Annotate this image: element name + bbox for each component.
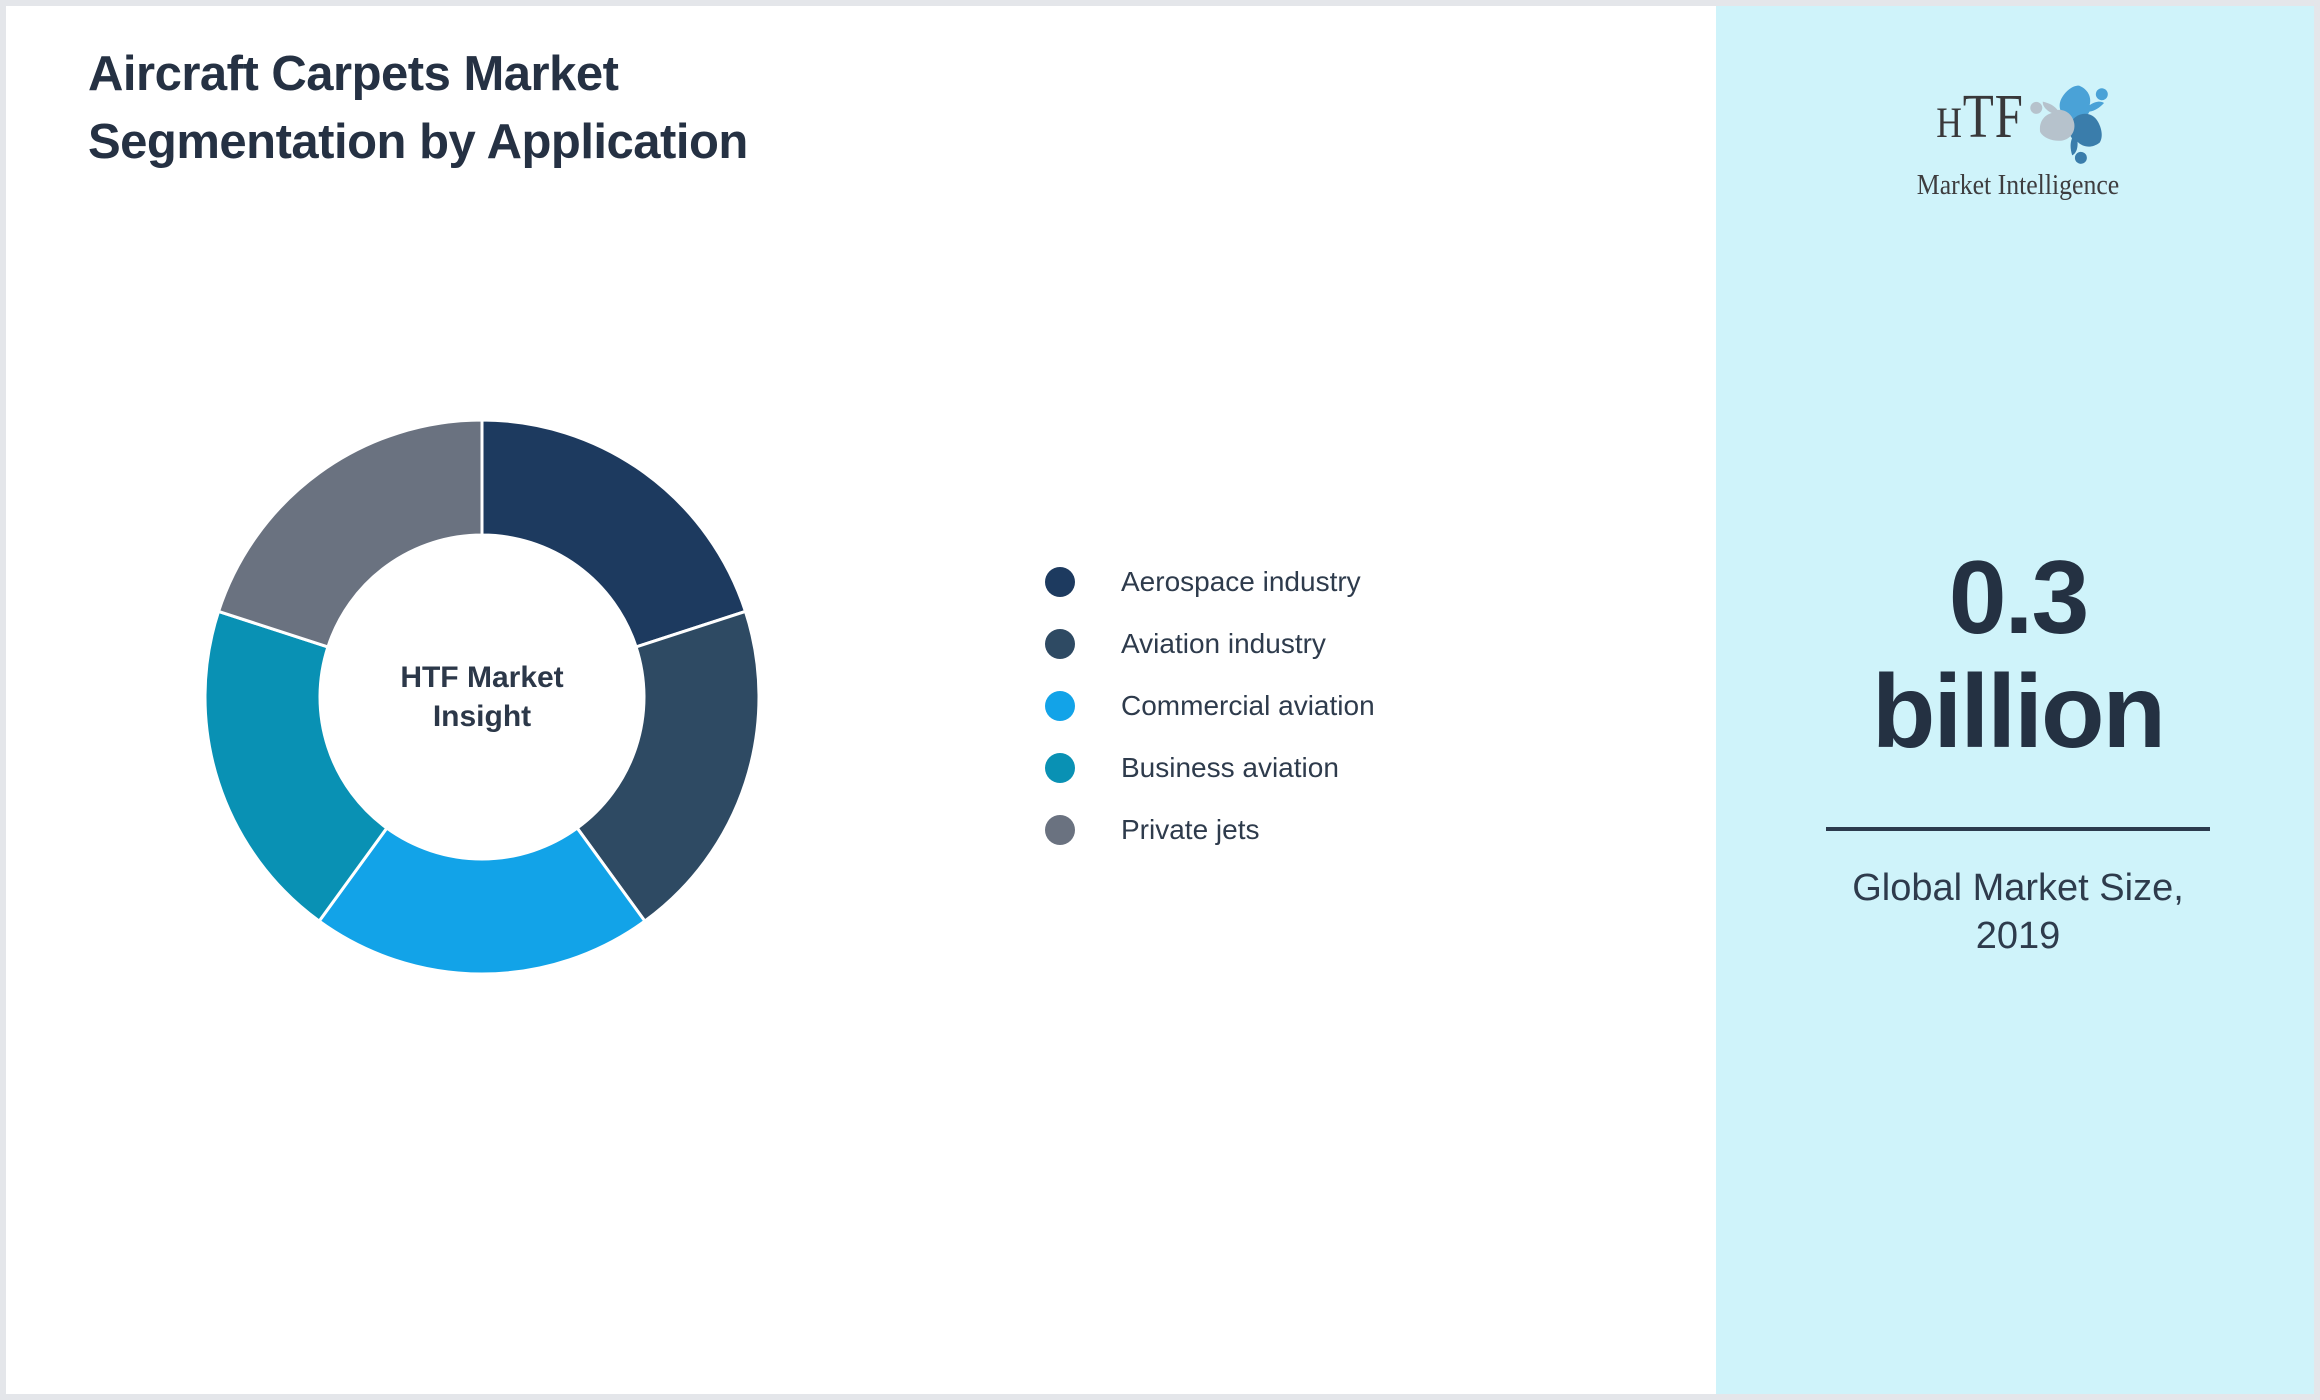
donut-center-label: HTF Market Insight bbox=[322, 658, 642, 736]
donut-slice-commercial-aviation bbox=[317, 825, 647, 976]
market-size-value: 0.3 billion bbox=[1716, 541, 2320, 769]
legend-label: Aerospace industry bbox=[1121, 566, 1361, 597]
legend-item: Private jets bbox=[1045, 814, 1375, 845]
market-size-number: 0.3 bbox=[1948, 540, 2090, 656]
legend-item: Commercial aviation bbox=[1045, 690, 1375, 721]
legend-label: Private jets bbox=[1121, 814, 1260, 845]
donut-slice-private-jets bbox=[216, 418, 484, 649]
legend-color-dot bbox=[1045, 753, 1075, 783]
divider-line bbox=[1826, 827, 2210, 831]
legend-item: Aviation industry bbox=[1045, 628, 1375, 659]
page-title-line1: Aircraft Carpets Market bbox=[88, 47, 619, 101]
legend-item: Business aviation bbox=[1045, 752, 1375, 783]
page-title: Aircraft Carpets Market Segmentation by A… bbox=[88, 40, 748, 176]
donut-slice-aerospace-industry bbox=[480, 418, 748, 649]
logo-swirl-icon bbox=[2030, 85, 2109, 164]
logo-text: HTF bbox=[1935, 83, 2024, 151]
sidebar: HTF bbox=[1716, 0, 2320, 1400]
logo-subtext: Market Intelligence bbox=[1916, 170, 2120, 201]
donut-center-label-line1: HTF Market bbox=[400, 661, 564, 694]
caption-line2: 2019 bbox=[1975, 915, 2061, 957]
donut-slice-aviation-industry bbox=[575, 609, 761, 924]
legend-label: Commercial aviation bbox=[1121, 690, 1375, 721]
market-size-unit: billion bbox=[1871, 654, 2166, 770]
chart-legend: Aerospace industry Aviation industry Com… bbox=[1045, 566, 1375, 877]
htf-logo-row: HTF bbox=[1917, 70, 2120, 170]
donut-chart: HTF Market Insight bbox=[202, 417, 762, 977]
legend-color-dot bbox=[1045, 567, 1075, 597]
legend-color-dot bbox=[1045, 691, 1075, 721]
htf-logo: HTF bbox=[1716, 70, 2320, 202]
page-title-line2: Segmentation by Application bbox=[88, 115, 748, 169]
legend-color-dot bbox=[1045, 629, 1075, 659]
caption-line1: Global Market Size, bbox=[1852, 867, 2184, 909]
legend-label: Aviation industry bbox=[1121, 628, 1326, 659]
market-size-caption: Global Market Size, 2019 bbox=[1716, 864, 2320, 960]
legend-color-dot bbox=[1045, 815, 1075, 845]
legend-item: Aerospace industry bbox=[1045, 566, 1375, 597]
donut-chart-svg bbox=[203, 418, 761, 976]
swirl-figure-steel bbox=[2069, 113, 2103, 164]
donut-slice-business-aviation bbox=[203, 609, 389, 924]
legend-label: Business aviation bbox=[1121, 752, 1339, 783]
swirl-figure-blue bbox=[2060, 85, 2109, 121]
swirl-figure-gray bbox=[2030, 101, 2075, 141]
donut-center-label-line2: Insight bbox=[432, 700, 532, 733]
